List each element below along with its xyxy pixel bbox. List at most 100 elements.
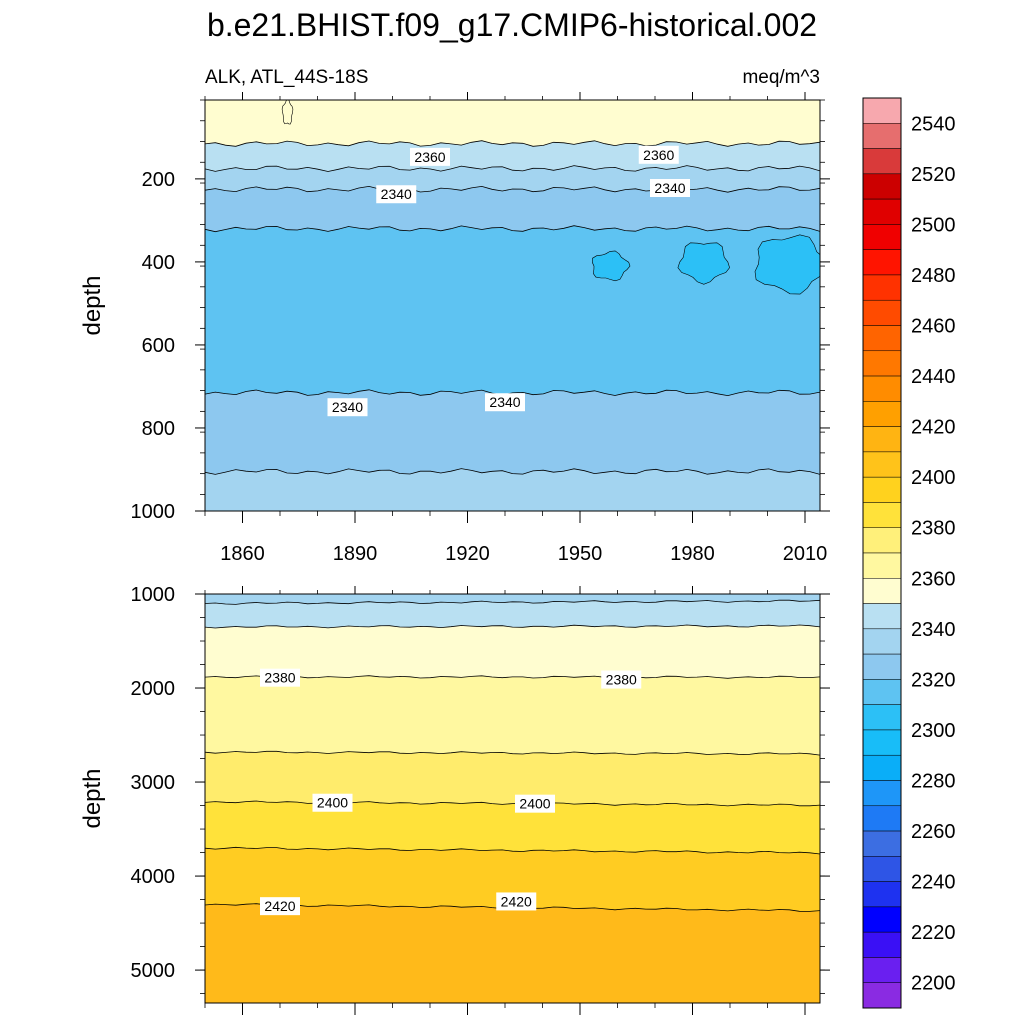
panel-bottom: 2380 2380 2400 2400 2420 2420 1000 2000 3000 4000… bbox=[79, 584, 830, 1015]
colorbar-swatch bbox=[862, 198, 902, 225]
y-tick-label: 200 bbox=[142, 169, 175, 191]
colorbar-swatch bbox=[862, 906, 902, 933]
contour-line bbox=[205, 800, 820, 807]
colorbar-swatch bbox=[862, 805, 902, 832]
contour-patch bbox=[677, 242, 730, 285]
colorbar-swatch bbox=[862, 148, 902, 175]
contour-line bbox=[205, 225, 820, 233]
colorbar-swatch bbox=[862, 704, 902, 731]
colorbar-swatch bbox=[862, 856, 902, 882]
svg-text:2400: 2400 bbox=[519, 796, 550, 812]
colorbar-swatch bbox=[862, 578, 902, 604]
colorbar-swatch bbox=[862, 451, 902, 478]
colorbar-swatch bbox=[862, 476, 902, 503]
y-axis-label: depth bbox=[79, 275, 106, 335]
contour-band bbox=[205, 625, 820, 685]
colorbar-label: 2420 bbox=[911, 417, 956, 439]
contour-band bbox=[205, 675, 820, 760]
contour-band bbox=[205, 100, 820, 152]
contour-patch bbox=[281, 100, 294, 125]
y-axis-label: depth bbox=[79, 768, 106, 828]
colorbar-swatch bbox=[862, 679, 902, 705]
colorbar-label: 2540 bbox=[911, 113, 956, 135]
svg-text:2340: 2340 bbox=[654, 180, 685, 196]
colorbar-label: 2340 bbox=[911, 619, 956, 641]
svg-text:2400: 2400 bbox=[317, 795, 348, 811]
colorbar-label: 2200 bbox=[911, 973, 956, 995]
colorbar-swatch bbox=[862, 401, 902, 427]
y-tick-label: 5000 bbox=[131, 960, 176, 982]
subtitle-right: meq/m^3 bbox=[742, 67, 820, 88]
colorbar-swatch bbox=[862, 653, 902, 680]
contour-line bbox=[205, 750, 820, 756]
contour-label: 2360 bbox=[638, 145, 679, 164]
y-tick-label: 3000 bbox=[131, 772, 176, 794]
contour-line bbox=[205, 140, 820, 147]
panel-top: 2360 2360 2340 2340 2340 2340 200 400 600 800 1000… bbox=[79, 67, 830, 565]
colorbar-swatch bbox=[862, 527, 902, 554]
colorbar-swatch bbox=[862, 931, 902, 958]
colorbar-swatch bbox=[862, 729, 902, 756]
colorbar-swatch bbox=[862, 957, 902, 983]
y-tick-label: 400 bbox=[142, 252, 175, 274]
colorbar-label: 2480 bbox=[911, 265, 956, 287]
contour-label: 2400 bbox=[312, 793, 353, 812]
svg-text:2360: 2360 bbox=[414, 149, 445, 165]
colorbar-label: 2400 bbox=[911, 467, 956, 489]
chart-title: b.e21.BHIST.f09_g17.CMIP6-historical.002 bbox=[207, 7, 817, 43]
contour-band bbox=[205, 225, 820, 401]
y-tick-label: 4000 bbox=[131, 866, 176, 888]
svg-text:2340: 2340 bbox=[381, 186, 412, 202]
colorbar-swatch bbox=[862, 754, 902, 781]
contour-label: 2400 bbox=[515, 794, 555, 813]
colorbar-swatch bbox=[862, 224, 902, 250]
x-tick-label: 1920 bbox=[445, 543, 490, 565]
y-tick-label: 1000 bbox=[131, 584, 176, 606]
colorbar-swatch bbox=[862, 830, 902, 857]
colorbar-swatch bbox=[862, 881, 902, 908]
x-tick-label: 1980 bbox=[670, 543, 715, 565]
colorbar-swatch bbox=[862, 249, 902, 276]
colorbar-swatch bbox=[862, 173, 902, 200]
x-tick-label: 1890 bbox=[333, 543, 378, 565]
contour-line bbox=[205, 468, 820, 475]
colorbar-swatch bbox=[862, 426, 902, 453]
colorbar-swatch bbox=[862, 325, 902, 352]
contour-label: 2420 bbox=[496, 892, 537, 911]
colorbar-frame bbox=[862, 97, 902, 1009]
y-tick-label: 600 bbox=[142, 335, 175, 357]
svg-text:2380: 2380 bbox=[264, 670, 295, 686]
colorbar-label: 2240 bbox=[911, 872, 956, 894]
colorbar-label: 2320 bbox=[911, 669, 956, 691]
contour-label: 2340 bbox=[327, 398, 368, 417]
colorbar-label: 2280 bbox=[911, 771, 956, 793]
colorbar-swatch bbox=[862, 603, 902, 630]
contour-band bbox=[205, 751, 820, 810]
contour-label: 2340 bbox=[650, 179, 690, 198]
plot-area: 2360 2360 2340 2340 2340 2340 bbox=[205, 100, 820, 511]
plot-area: 2380 2380 2400 2400 2420 2420 bbox=[205, 594, 820, 1003]
contour-label: 2420 bbox=[260, 897, 300, 916]
colorbar-swatch bbox=[862, 982, 902, 1009]
colorbar-swatch bbox=[862, 780, 902, 807]
y-tick-label: 1000 bbox=[131, 501, 176, 523]
y-tick-label: 2000 bbox=[131, 678, 176, 700]
contour-label: 2380 bbox=[601, 670, 642, 689]
plot-frame bbox=[204, 99, 821, 512]
colorbar-label: 2300 bbox=[911, 720, 956, 742]
colorbar-swatch bbox=[862, 123, 902, 149]
colorbar-label: 2520 bbox=[911, 164, 956, 186]
contour-patch bbox=[754, 234, 820, 295]
svg-text:2420: 2420 bbox=[264, 898, 295, 914]
contour-band bbox=[205, 903, 820, 1003]
contour-line bbox=[205, 846, 820, 855]
svg-text:2380: 2380 bbox=[606, 672, 637, 688]
y-tick-label: 800 bbox=[142, 418, 175, 440]
colorbar-swatch bbox=[862, 502, 902, 528]
svg-text:2340: 2340 bbox=[489, 394, 520, 410]
x-tick-label: 2010 bbox=[783, 543, 828, 565]
colorbar-swatch bbox=[862, 97, 902, 124]
colorbar-label: 2260 bbox=[911, 821, 956, 843]
svg-text:2360: 2360 bbox=[643, 147, 674, 163]
